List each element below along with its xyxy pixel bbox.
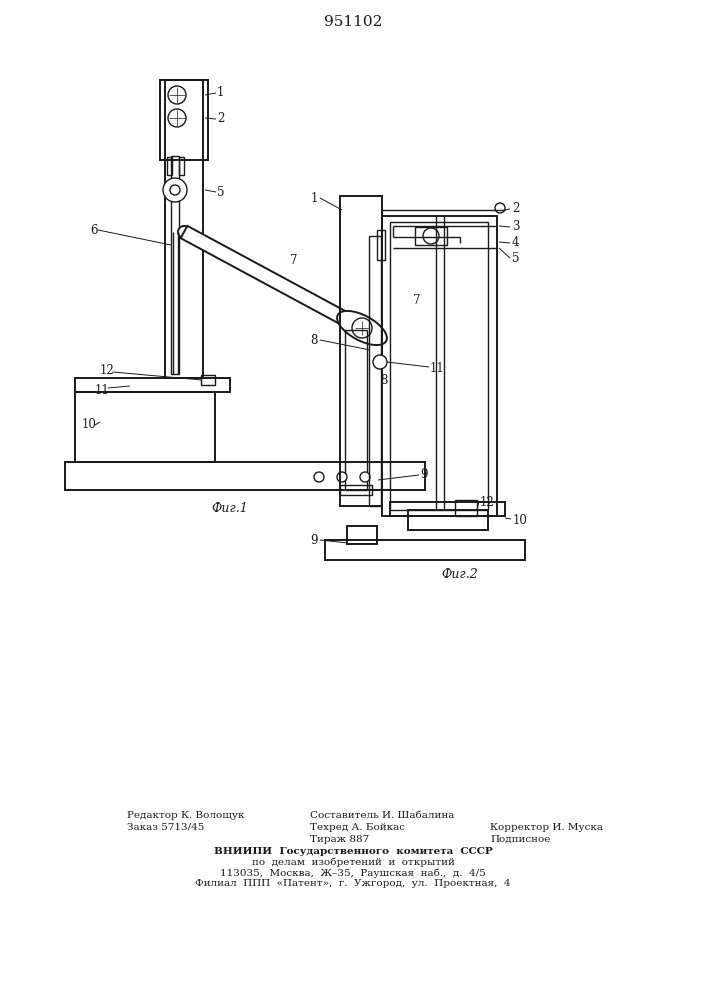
Text: 10: 10 xyxy=(513,514,528,526)
Text: 113035,  Москва,  Ж–35,  Раушская  наб.,  д.  4/5: 113035, Москва, Ж–35, Раушская наб., д. … xyxy=(220,868,486,878)
Bar xyxy=(455,500,477,516)
Text: Составитель И. Шабалина: Составитель И. Шабалина xyxy=(310,810,455,820)
Circle shape xyxy=(163,178,187,202)
Text: 7: 7 xyxy=(290,253,298,266)
Bar xyxy=(201,375,215,385)
Text: Фиг.2: Фиг.2 xyxy=(442,568,479,582)
Text: 2: 2 xyxy=(217,111,224,124)
Text: Подписное: Подписное xyxy=(490,834,550,844)
Bar xyxy=(345,330,367,490)
Text: 8: 8 xyxy=(310,334,318,347)
Text: 11: 11 xyxy=(95,383,110,396)
Text: 5: 5 xyxy=(512,251,520,264)
Circle shape xyxy=(178,226,190,238)
Text: 12: 12 xyxy=(100,363,115,376)
Bar xyxy=(165,80,203,378)
Bar xyxy=(65,462,425,490)
Bar xyxy=(382,216,497,516)
Text: 5: 5 xyxy=(217,186,225,198)
Bar xyxy=(390,222,488,510)
Text: 7: 7 xyxy=(413,294,421,306)
Text: 3: 3 xyxy=(512,220,520,232)
Bar xyxy=(340,485,372,495)
Text: 1: 1 xyxy=(310,192,318,205)
Circle shape xyxy=(373,355,387,369)
Circle shape xyxy=(170,185,180,195)
Ellipse shape xyxy=(337,311,387,345)
Bar xyxy=(179,157,184,175)
Bar xyxy=(167,157,172,175)
Text: Техред А. Бойкас: Техред А. Бойкас xyxy=(310,822,405,832)
Text: Редактор К. Волощук: Редактор К. Волощук xyxy=(127,810,245,820)
Circle shape xyxy=(314,472,324,482)
Circle shape xyxy=(168,86,186,104)
Bar xyxy=(160,80,208,160)
Text: 11: 11 xyxy=(430,361,445,374)
Text: Заказ 5713/45: Заказ 5713/45 xyxy=(127,822,204,832)
Circle shape xyxy=(423,228,439,244)
Bar xyxy=(171,156,179,374)
Circle shape xyxy=(360,472,370,482)
Bar xyxy=(369,236,381,506)
Text: ВНИИПИ  Государственного  комитета  СССР: ВНИИПИ Государственного комитета СССР xyxy=(214,846,492,856)
Text: Тираж 887: Тираж 887 xyxy=(310,834,369,844)
Text: 8: 8 xyxy=(380,373,387,386)
Text: 10: 10 xyxy=(82,418,97,432)
Circle shape xyxy=(495,203,505,213)
Bar xyxy=(415,227,447,245)
Bar xyxy=(75,378,230,392)
Bar xyxy=(408,510,488,530)
Text: 9: 9 xyxy=(420,468,428,482)
Text: 951102: 951102 xyxy=(324,15,382,29)
Polygon shape xyxy=(181,226,366,334)
Circle shape xyxy=(168,109,186,127)
Text: 9: 9 xyxy=(310,534,318,546)
Circle shape xyxy=(352,318,372,338)
Text: Корректор И. Муска: Корректор И. Муска xyxy=(490,822,603,832)
Bar xyxy=(340,196,382,506)
Text: 4: 4 xyxy=(512,235,520,248)
Bar xyxy=(347,526,377,544)
Text: 6: 6 xyxy=(90,224,98,236)
Bar xyxy=(75,392,215,462)
Bar xyxy=(390,502,505,516)
Text: 2: 2 xyxy=(512,202,520,215)
Text: Фиг.1: Фиг.1 xyxy=(211,502,248,514)
Text: 12: 12 xyxy=(480,496,495,510)
Text: 1: 1 xyxy=(217,86,224,99)
Bar xyxy=(325,540,525,560)
Text: по  делам  изобретений  и  открытий: по делам изобретений и открытий xyxy=(252,857,455,867)
Circle shape xyxy=(337,472,347,482)
Text: Филиал  ППП  «Патент»,  г.  Ужгород,  ул.  Проектная,  4: Филиал ППП «Патент», г. Ужгород, ул. Про… xyxy=(195,880,510,888)
Bar xyxy=(377,230,385,260)
